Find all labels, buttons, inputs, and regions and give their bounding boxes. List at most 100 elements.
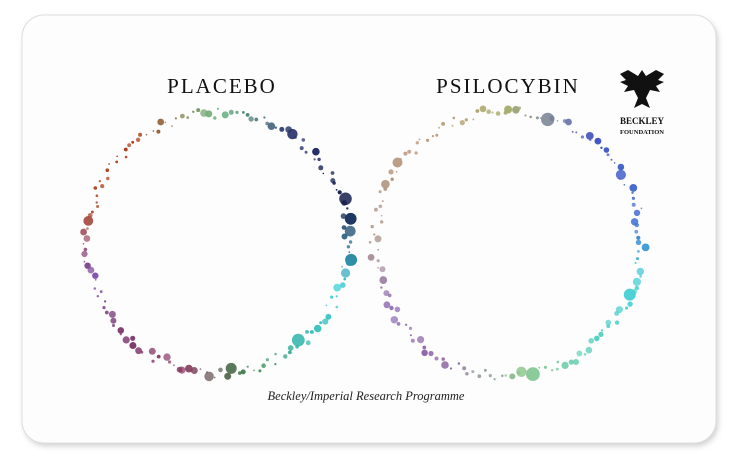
node-dot <box>404 323 408 326</box>
node-dot <box>173 364 175 367</box>
node-dot <box>434 356 439 361</box>
node-dot <box>571 130 574 133</box>
node-dot <box>613 162 616 164</box>
node-dot <box>86 227 89 230</box>
node-dot <box>556 120 559 122</box>
node-dot <box>400 158 402 160</box>
node-dot <box>457 362 461 365</box>
node-dot <box>115 160 119 164</box>
node-dot <box>87 213 93 218</box>
node-dot <box>312 147 320 156</box>
node-dot <box>435 133 439 137</box>
node-dot <box>471 370 475 374</box>
node-dot <box>116 155 119 158</box>
node-dot <box>392 157 403 168</box>
node-dot <box>504 374 507 377</box>
node-dot <box>451 124 454 127</box>
node-dot <box>600 146 603 149</box>
node-dot <box>265 358 269 362</box>
node-dot <box>305 330 309 334</box>
node-dot <box>127 143 131 148</box>
node-dot <box>565 118 572 126</box>
node-dot <box>407 149 412 154</box>
node-dot <box>623 288 636 301</box>
node-dot <box>224 372 232 380</box>
node-dot <box>575 131 578 134</box>
node-dot <box>527 374 532 379</box>
node-dot <box>129 342 137 349</box>
node-dot <box>110 317 117 324</box>
node-dot <box>267 122 276 130</box>
network-rings <box>80 105 650 382</box>
node-dot <box>491 111 494 114</box>
node-dot <box>322 318 329 325</box>
node-dot <box>294 136 297 139</box>
node-dot <box>409 334 412 337</box>
node-dot <box>216 107 220 110</box>
node-dot <box>283 354 288 359</box>
node-dot <box>80 228 87 236</box>
node-dot <box>459 120 465 126</box>
node-dot <box>421 349 428 356</box>
node-dot <box>383 290 390 297</box>
node-dot <box>462 366 467 371</box>
node-dot <box>81 250 88 258</box>
node-dot <box>96 295 100 298</box>
node-dot <box>164 121 167 124</box>
node-dot <box>414 151 418 155</box>
node-dot <box>156 129 161 134</box>
node-dot <box>556 360 560 364</box>
node-dot <box>84 262 91 269</box>
node-dot <box>218 367 223 373</box>
node-dot <box>119 333 122 336</box>
node-dot <box>124 155 128 159</box>
node-dot <box>253 369 255 372</box>
node-dot <box>550 368 554 372</box>
node-dot <box>403 151 408 156</box>
node-dot <box>395 171 398 173</box>
node-dot <box>408 326 413 330</box>
node-dot <box>549 115 555 121</box>
node-dot <box>131 140 135 144</box>
node-dot <box>123 147 128 152</box>
node-dot <box>263 116 266 119</box>
node-dot <box>631 202 636 207</box>
logo-line1: BECKLEY <box>620 116 665 126</box>
node-dot <box>322 172 325 175</box>
node-dot <box>174 117 177 120</box>
node-dot <box>92 272 99 279</box>
node-dot <box>287 345 294 351</box>
node-dot <box>367 254 375 261</box>
node-dot <box>465 372 469 376</box>
node-dot <box>103 300 107 303</box>
node-dot <box>341 233 348 240</box>
node-dot <box>637 250 640 253</box>
node-dot <box>93 186 98 190</box>
node-dot <box>152 130 155 132</box>
node-dot <box>295 344 299 349</box>
node-dot <box>373 233 376 236</box>
node-dot <box>106 176 110 181</box>
node-dot <box>157 118 165 126</box>
node-dot <box>394 306 401 313</box>
node-dot <box>98 180 101 183</box>
node-dot <box>389 305 394 311</box>
node-dot <box>486 109 492 114</box>
node-dot <box>325 313 332 320</box>
node-dot <box>583 352 587 356</box>
node-dot <box>340 282 346 288</box>
node-dot <box>610 158 613 161</box>
node-dot <box>192 110 195 114</box>
node-dot <box>617 163 625 171</box>
node-dot <box>105 168 110 172</box>
node-dot <box>379 276 388 284</box>
node-dot <box>240 369 246 375</box>
node-dot <box>426 138 430 142</box>
node-dot <box>623 184 626 186</box>
node-dot <box>274 352 277 356</box>
node-dot <box>108 310 116 318</box>
node-dot <box>335 189 338 191</box>
node-dot <box>639 275 642 278</box>
node-dot <box>381 179 390 189</box>
